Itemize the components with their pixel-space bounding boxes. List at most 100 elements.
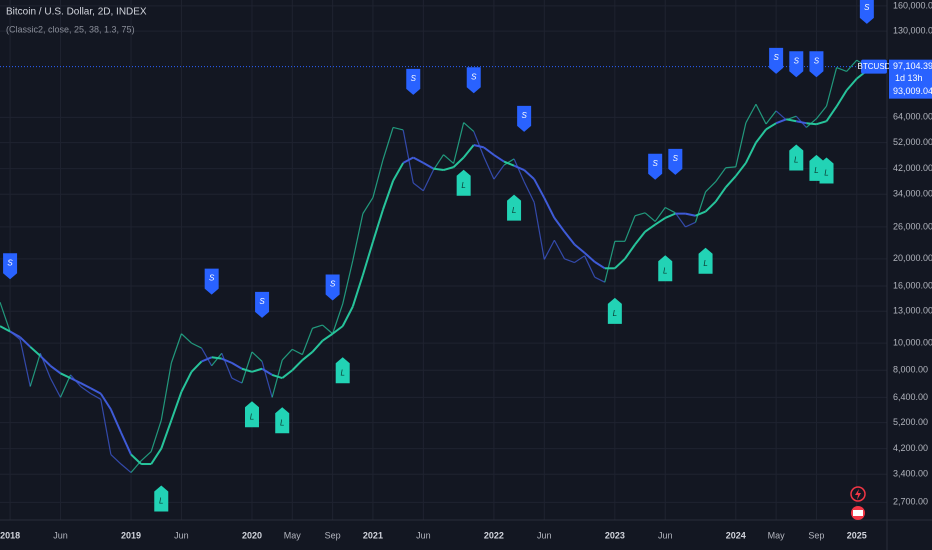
y-tick-label: 4,200.00: [893, 443, 928, 453]
y-tick-label: 52,000.00: [893, 137, 932, 147]
price-line-segment: [564, 258, 575, 264]
buy-signal: [507, 194, 522, 221]
ma-line-segment: [503, 160, 515, 167]
ma-line-segment: [654, 217, 666, 226]
price-line-segment: [0, 301, 11, 332]
ma-line-segment: [261, 367, 273, 376]
alert-icons: [850, 486, 866, 520]
price-line-segment: [292, 348, 303, 356]
last-price-label: 97,104.39: [893, 61, 932, 71]
price-line-segment: [402, 129, 414, 184]
ma-line-segment: [211, 356, 222, 360]
price-line-segment: [533, 202, 545, 260]
buy-signal: [819, 157, 834, 184]
ma-line-segment: [90, 387, 102, 395]
price-line-segment: [443, 154, 454, 164]
signal-label: L: [814, 166, 818, 175]
ma-line-segment: [120, 431, 132, 455]
ma-line-segment: [765, 122, 777, 131]
ma-line-segment: [351, 274, 364, 307]
ma-line-segment: [251, 367, 263, 373]
price-line-segment: [755, 103, 767, 125]
price-line-segment: [100, 399, 112, 455]
ma-line-segment: [473, 144, 485, 149]
y-tick-label: 3,400.00: [893, 469, 928, 479]
ma-line-segment: [704, 200, 717, 213]
price-line-segment: [664, 206, 676, 214]
sell-signal: [466, 67, 481, 94]
x-tick-label: May: [768, 530, 786, 540]
sell-signal: [859, 0, 874, 24]
ma-line-segment: [825, 105, 838, 122]
ma-line-segment: [634, 231, 646, 246]
x-tick-label: Jun: [658, 530, 673, 540]
y-tick-label: 8,000.00: [893, 365, 928, 375]
buy-signal: [275, 407, 290, 434]
buy-signal: [154, 485, 169, 512]
ma-line-segment: [49, 364, 62, 375]
y-tick-label: 160,000.00: [893, 0, 932, 10]
price-line-segment: [372, 159, 384, 198]
x-tick-label: May: [284, 530, 302, 540]
price-line-segment: [523, 181, 535, 203]
ma-line-segment: [594, 261, 606, 270]
signal-label: L: [159, 497, 163, 506]
price-line-segment: [725, 166, 736, 169]
price-line-segment: [493, 164, 505, 180]
price-line-segment: [332, 303, 344, 334]
signal-label: S: [521, 111, 527, 120]
ma-line-segment: [170, 391, 183, 421]
flag-glyph: [853, 510, 863, 516]
ma-line-segment: [0, 325, 11, 333]
price-line-segment: [342, 260, 354, 305]
ma-line-segment: [452, 156, 465, 168]
x-tick-label: 2019: [121, 530, 141, 540]
ma-line-segment: [806, 122, 817, 126]
price-line-segment: [825, 67, 838, 107]
signal-label: L: [280, 418, 284, 427]
price-line-segment: [463, 122, 475, 132]
price-line-segment: [140, 451, 152, 462]
ma-line-segment: [796, 120, 807, 125]
price-line-segment: [281, 348, 293, 361]
ma-line-segment: [553, 217, 566, 233]
ma-line-segment: [301, 351, 314, 361]
price-line-segment: [543, 239, 555, 260]
symbol-label: BTCUSD: [858, 62, 891, 71]
signal-label: S: [330, 280, 336, 289]
x-tick-label: Jun: [416, 530, 431, 540]
signal-label: S: [864, 3, 870, 12]
ma-line-segment: [109, 408, 122, 433]
ma-line-segment: [231, 362, 243, 370]
x-tick-label: Jun: [174, 530, 189, 540]
price-line-segment: [49, 377, 62, 398]
ma-line-segment: [786, 118, 797, 123]
ma-line-segment: [160, 419, 173, 449]
ma-line-segment: [714, 186, 727, 203]
x-tick-label: Jun: [53, 530, 68, 540]
signal-label: S: [652, 159, 658, 168]
ma-line-segment: [744, 142, 757, 164]
ma-line-segment: [291, 359, 304, 371]
y-tick-label: 2,700.00: [893, 497, 928, 507]
symbol-tag: [861, 59, 887, 74]
ma-line-segment: [392, 162, 405, 182]
price-line-segment: [654, 207, 666, 222]
x-tick-label: 2023: [605, 530, 625, 540]
buy-signal: [789, 144, 804, 171]
price-line-segment: [644, 212, 656, 222]
price-line-segment: [271, 359, 283, 398]
price-line-segment: [191, 342, 202, 349]
price-line-segment: [694, 191, 707, 223]
ma-line-segment: [664, 212, 676, 219]
chart-title: Bitcoin / U.S. Dollar, 2D, INDEX: [6, 7, 147, 18]
sell-signal: [204, 268, 219, 295]
price-line-segment: [452, 122, 465, 164]
ma-line-segment: [433, 167, 444, 172]
ma-line-segment: [321, 332, 334, 342]
signal-label: L: [512, 206, 516, 215]
price-line-segment: [362, 197, 374, 214]
price-line-segment: [241, 351, 253, 384]
price-line-segment: [634, 212, 646, 217]
